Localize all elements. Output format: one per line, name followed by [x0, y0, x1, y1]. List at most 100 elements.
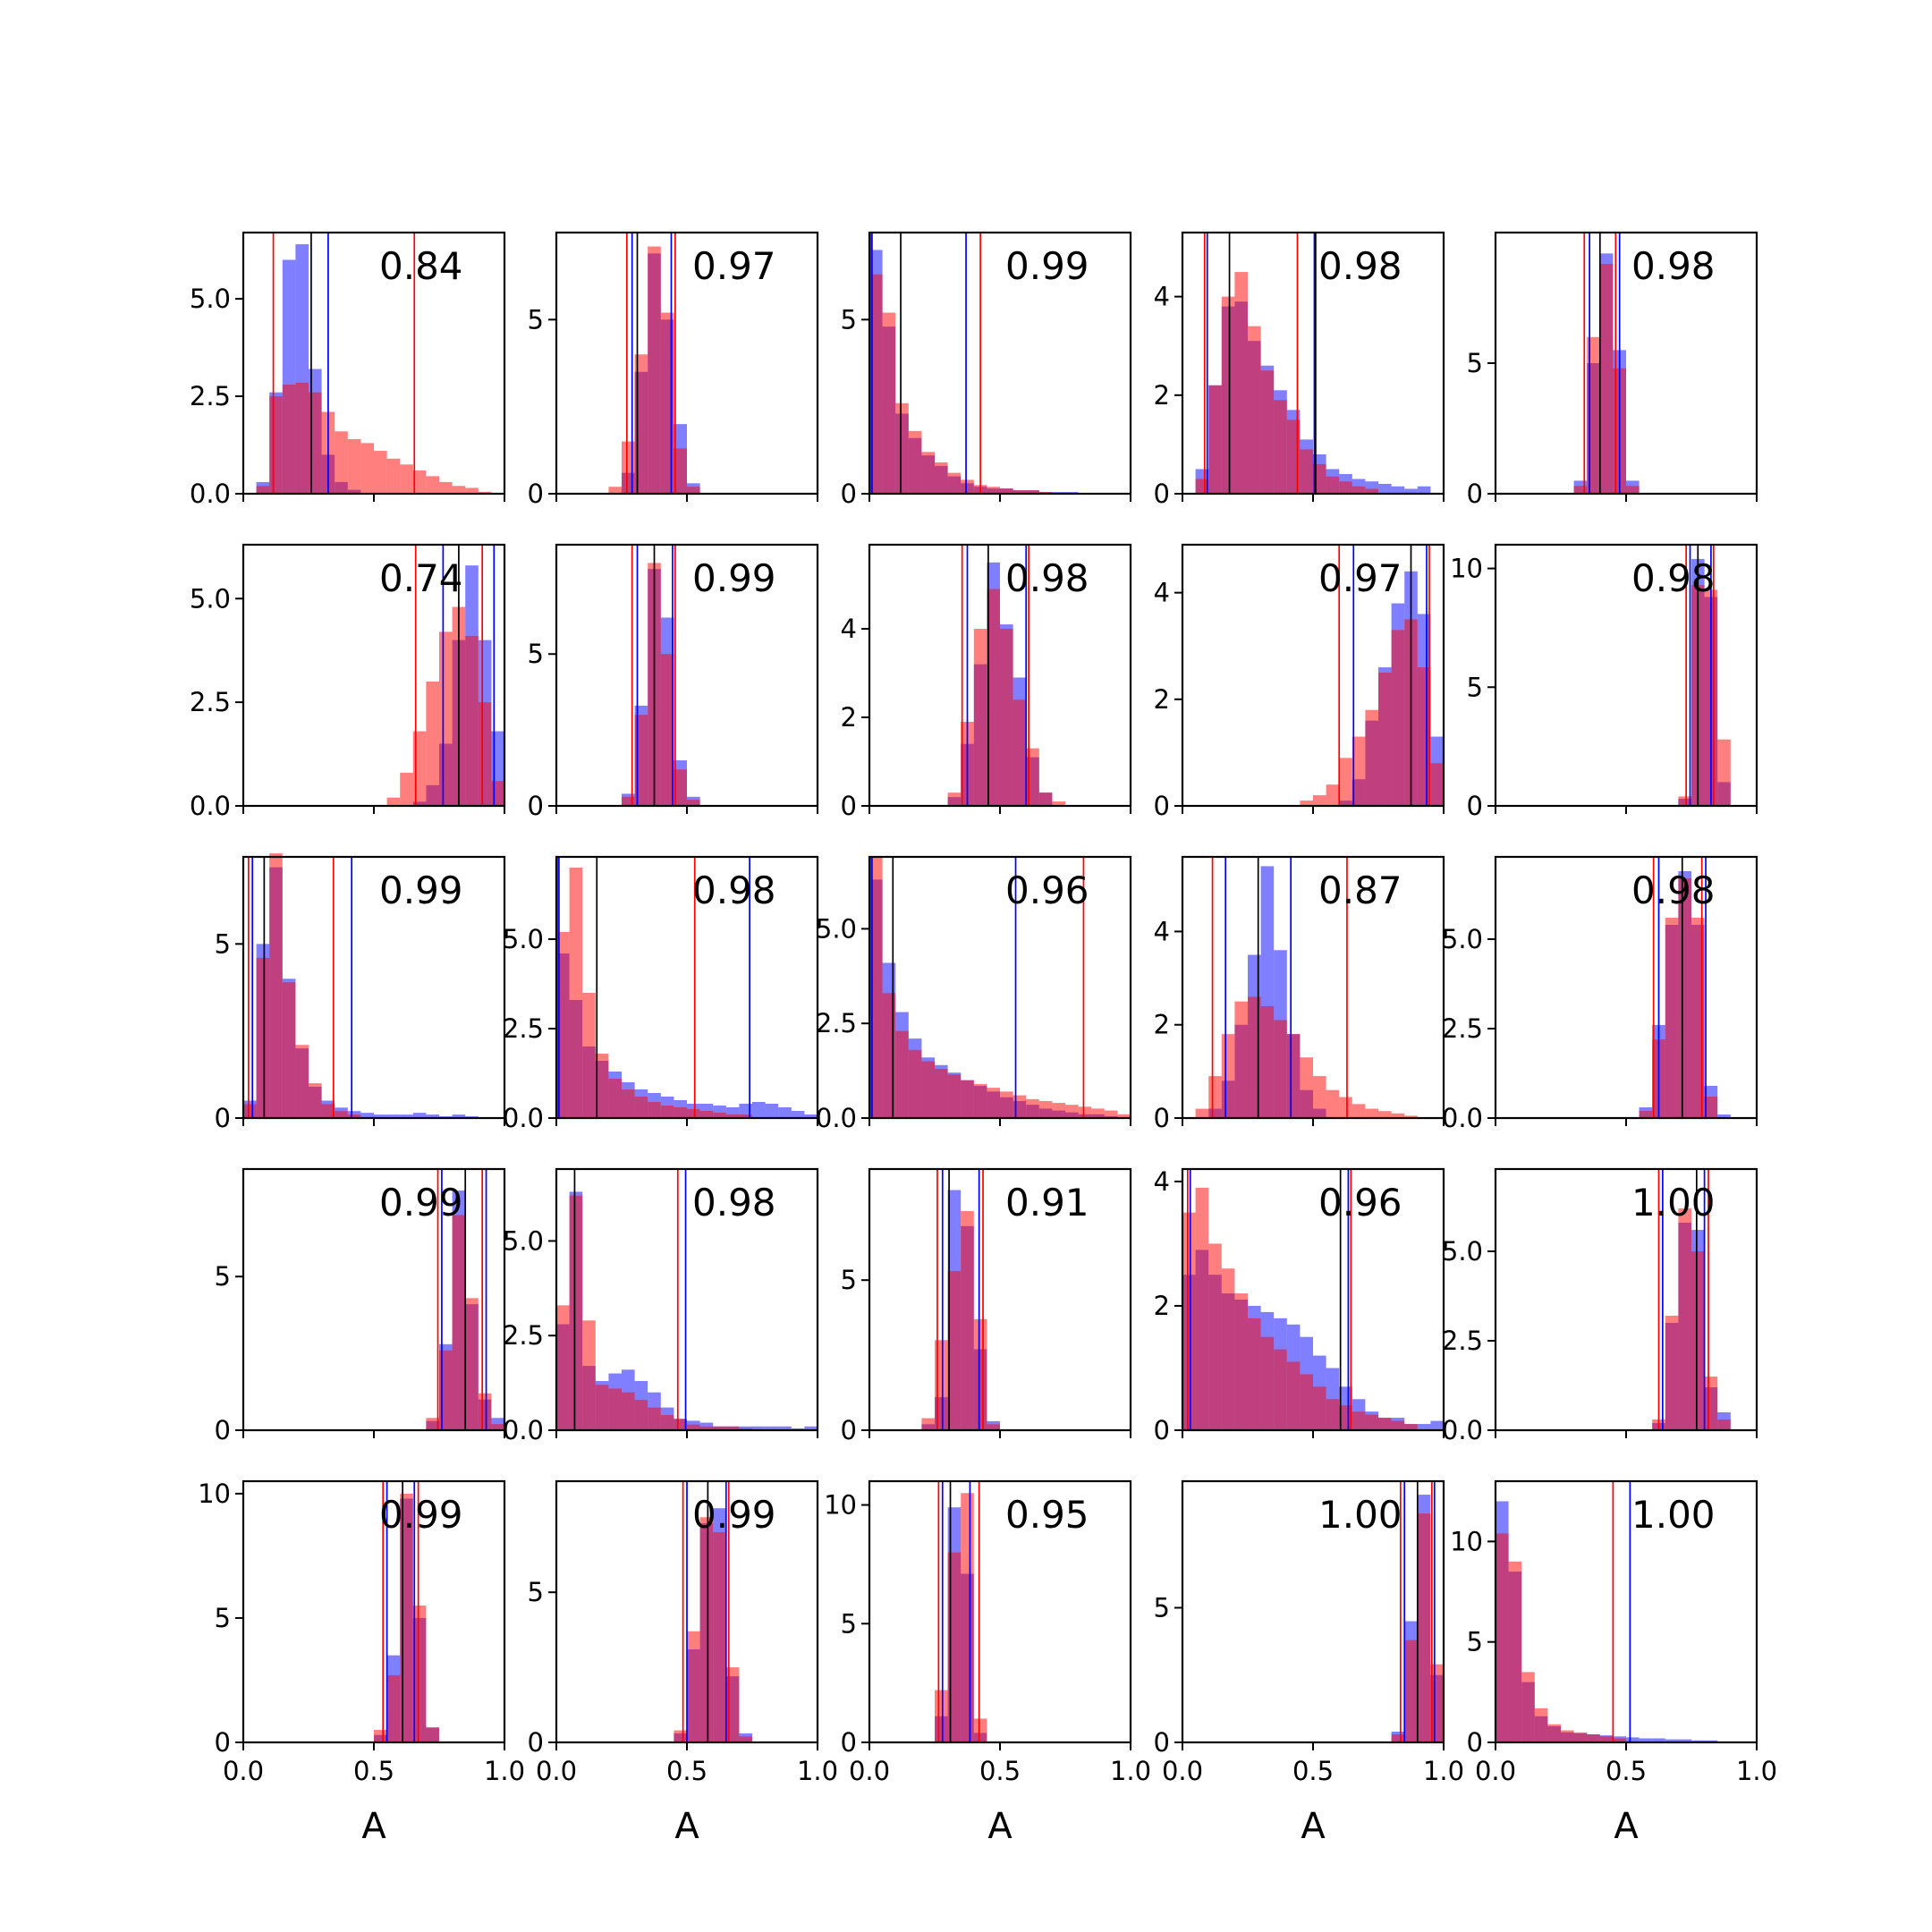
hist-bar-red [439, 631, 453, 806]
hist-bar-red [1000, 488, 1013, 494]
y-tick-label: 0 [841, 1727, 857, 1758]
y-tick-label: 0 [1467, 479, 1483, 509]
subplot-r3-c3: 0 2 4 0.96 [1154, 1166, 1445, 1445]
hist-bar-red [713, 1532, 726, 1742]
hist-bar-red [282, 384, 296, 494]
y-tick-label: 5 [528, 639, 544, 669]
hist-bar-red [1300, 801, 1313, 806]
hist-bar-red [882, 312, 896, 494]
y-tick-label: 5 [215, 1603, 231, 1633]
hist-bar-red [961, 1493, 974, 1742]
hist-bar-red [1208, 385, 1222, 494]
hist-bar-red [582, 1320, 596, 1430]
x-axis-label: A [361, 1806, 386, 1847]
hist-bar-blue [1691, 1740, 1705, 1742]
axes-frame [1494, 855, 1758, 1120]
y-tick-label: 0.0 [503, 1415, 544, 1445]
hist-bar-red [1352, 1104, 1366, 1118]
hist-bar-red [1391, 1420, 1405, 1430]
hist-bar-red [1313, 795, 1326, 806]
hist-bar-blue [804, 1426, 818, 1430]
y-tick-label: 4 [1154, 282, 1170, 312]
hist-bar-red [1365, 1414, 1378, 1430]
hist-bar-red [1339, 758, 1352, 806]
hist-bar-red [634, 1400, 648, 1430]
subplot-r2-c4: 0.0 2.5 5.0 0.98 [1442, 855, 1758, 1133]
hist-bar-red [1234, 1293, 1248, 1430]
hist-bar-red [648, 246, 661, 494]
hist-bar-red [569, 868, 583, 1118]
hist-bar-red [1352, 1411, 1366, 1430]
hist-bar-red [439, 481, 453, 494]
hist-bar-red [1091, 1108, 1105, 1118]
hist-bar-red [1352, 486, 1366, 494]
x-axis-label: A [1301, 1806, 1326, 1847]
hist-bar-red [1052, 801, 1065, 806]
hist-bar-red [1326, 784, 1340, 806]
hist-bar-red [947, 1271, 962, 1430]
hist-bar-red [1000, 1091, 1013, 1118]
hist-bar-red [309, 1083, 322, 1118]
subplot-value-label: 1.00 [1631, 1493, 1716, 1537]
hist-bar-red [947, 792, 962, 806]
y-tick-label: 5.0 [1442, 924, 1483, 954]
hist-bar-red [426, 1727, 439, 1742]
x-tick-label: 0.0 [536, 1756, 577, 1786]
hist-bar-red [1717, 739, 1731, 806]
y-tick-label: 10 [198, 1479, 231, 1509]
hist-bar-red [961, 1210, 974, 1430]
hist-bar-red [674, 1107, 687, 1118]
subplot-r4-c4: 0 5 10 0.0 0.5 1.0 A 1.00 [1450, 1479, 1777, 1847]
hist-bar-red [1378, 1418, 1392, 1430]
subplot-value-label: 0.98 [692, 1181, 776, 1224]
hist-bar-red [1026, 1098, 1039, 1118]
subplot-value-label: 0.99 [379, 1181, 463, 1224]
hist-bar-red [452, 486, 466, 494]
y-tick-label: 5.0 [1442, 1236, 1483, 1267]
subplot-r0-c0: 0.0 2.5 5.0 0.84 [190, 231, 506, 509]
hist-bar-red [335, 431, 348, 494]
hist-bar-red [1078, 1106, 1092, 1118]
hist-bar-red [1000, 629, 1013, 806]
hist-bar-red [478, 702, 492, 806]
hist-bar-red [465, 1298, 479, 1430]
x-tick-label: 0.0 [849, 1756, 890, 1786]
hist-bar-red [1300, 1057, 1313, 1118]
hist-bar-red [1065, 1105, 1079, 1118]
hist-bar-red [595, 1385, 609, 1430]
y-tick-label: 0 [528, 1727, 544, 1758]
hist-bar-red [1573, 486, 1588, 494]
y-tick-label: 2 [841, 702, 857, 733]
subplot-value-label: 0.99 [692, 1493, 776, 1537]
hist-bar-red [660, 1106, 674, 1118]
y-tick-label: 5 [841, 1608, 857, 1639]
subplot-value-label: 0.99 [1005, 244, 1089, 288]
subplot-r3-c0: 050.99 [215, 1167, 506, 1445]
hist-bar-red [1678, 796, 1691, 806]
hist-bar-blue [1652, 1738, 1665, 1742]
hist-bar-red [1391, 1733, 1405, 1742]
hist-bar-red [935, 1690, 948, 1742]
hist-bar-blue [765, 1426, 779, 1430]
hist-bar-red [1417, 1513, 1431, 1742]
x-tick-label: 0.5 [1292, 1756, 1334, 1786]
hist-bar-blue [1417, 1424, 1431, 1430]
hist-bar-red [1665, 1316, 1679, 1430]
y-tick-label: 0 [215, 1727, 231, 1758]
y-tick-label: 0 [528, 791, 544, 821]
subplot-value-label: 0.98 [1005, 556, 1089, 600]
subplot-value-label: 0.97 [692, 244, 776, 288]
hist-bar-blue [1626, 1737, 1640, 1742]
hist-bar-red [1026, 490, 1039, 494]
hist-bar-blue [1404, 488, 1418, 494]
subplot-r1-c1: 050.99 [528, 543, 819, 821]
hist-bar-red [347, 1114, 361, 1118]
x-tick-label: 0.0 [1475, 1756, 1516, 1786]
y-tick-label: 0 [528, 479, 544, 509]
hist-bar-red [1365, 488, 1378, 494]
hist-bar-red [1547, 1724, 1561, 1742]
hist-bar-red [1704, 1377, 1718, 1430]
subplot-r3-c2: 050.91 [841, 1167, 1132, 1445]
hist-bar-red [465, 487, 479, 494]
